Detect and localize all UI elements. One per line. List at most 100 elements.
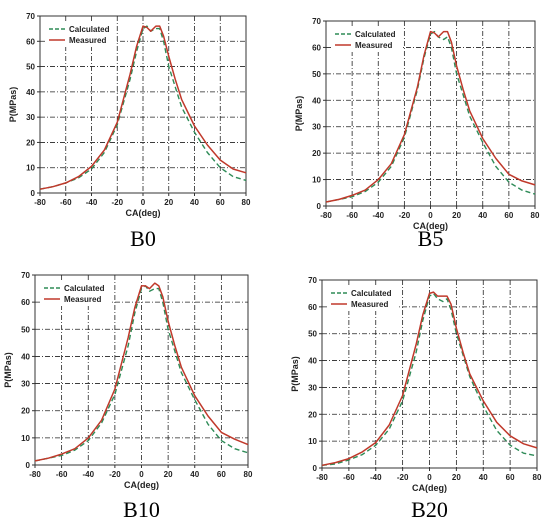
chart-0: -80 -60 -40 -20 0 20 40 60 80 0 10 20 30 40 50 60 70 CA(d… <box>8 12 251 218</box>
x-tick-label: 40 <box>479 473 488 482</box>
y-tick-label: 40 <box>26 88 35 97</box>
y-tick-label: 0 <box>26 461 31 470</box>
x-tick-label: -40 <box>370 473 382 482</box>
x-tick-label: -60 <box>346 211 358 220</box>
x-tick-label: 60 <box>217 470 226 479</box>
y-tick-label: 10 <box>312 176 321 185</box>
y-tick-label: 60 <box>312 43 321 52</box>
chart-1: -80 -60 -40 -20 0 20 40 60 80 0 10 20 30 40 50 60 70 CA(d… <box>294 17 540 231</box>
x-tick-label: 20 <box>452 211 461 220</box>
legend-label-measured: Measured <box>351 300 388 309</box>
legend-box <box>41 280 111 306</box>
x-tick-label: 20 <box>452 473 461 482</box>
y-tick-label: 30 <box>26 113 35 122</box>
x-axis-title: CA(deg) <box>124 480 159 490</box>
x-tick-label: -60 <box>56 470 68 479</box>
legend-box <box>332 26 402 52</box>
x-tick-label: 60 <box>506 473 515 482</box>
y-tick-label: 30 <box>21 380 30 389</box>
legend-box <box>46 21 116 47</box>
legend-label-measured: Measured <box>69 36 106 45</box>
panel-caption: B20 <box>411 497 448 522</box>
y-tick-label: 40 <box>21 352 30 361</box>
y-tick-label: 40 <box>308 357 317 366</box>
series-line-measured <box>321 291 538 467</box>
panel-caption: B0 <box>130 226 156 251</box>
x-tick-label: -20 <box>399 211 411 220</box>
y-tick-label: 60 <box>26 37 35 46</box>
x-axis-title: CA(deg) <box>412 483 447 493</box>
y-tick-label: 0 <box>313 464 318 473</box>
series-line-calculated <box>34 285 249 462</box>
x-tick-label: 20 <box>164 470 173 479</box>
x-tick-label: -40 <box>86 198 98 207</box>
y-tick-label: 10 <box>21 434 30 443</box>
y-tick-label: 10 <box>308 437 317 446</box>
legend-label-calculated: Calculated <box>351 289 392 298</box>
x-tick-label: 80 <box>531 211 540 220</box>
x-tick-label: 0 <box>141 198 146 207</box>
y-tick-label: 30 <box>308 383 317 392</box>
legend-label-calculated: Calculated <box>64 284 105 293</box>
series-line-measured <box>325 30 536 203</box>
series-line-measured <box>39 25 247 190</box>
x-tick-label: -80 <box>320 211 332 220</box>
y-tick-label: 20 <box>312 149 321 158</box>
x-tick-label: 80 <box>533 473 542 482</box>
chart-3: -80 -60 -40 -20 0 20 40 60 80 0 10 20 30 40 50 60 70 CA(d… <box>290 276 542 493</box>
panel-caption: B10 <box>123 497 160 522</box>
panel-caption: B5 <box>417 226 444 251</box>
x-tick-label: 0 <box>428 211 433 220</box>
y-tick-label: 0 <box>31 189 36 198</box>
series-line-measured <box>34 282 249 462</box>
y-tick-label: 20 <box>26 138 35 147</box>
y-tick-label: 50 <box>312 70 321 79</box>
legend: Calculated Measured <box>328 285 398 311</box>
legend-label-measured: Measured <box>64 295 101 304</box>
y-tick-label: 20 <box>21 407 30 416</box>
legend: Calculated Measured <box>46 21 116 47</box>
y-tick-label: 20 <box>308 410 317 419</box>
chart-2: -80 -60 -40 -20 0 20 40 60 80 0 10 20 30 40 50 60 70 CA(d… <box>3 271 253 490</box>
legend-label-calculated: Calculated <box>355 30 396 39</box>
y-tick-label: 60 <box>21 298 30 307</box>
y-tick-label: 50 <box>308 330 317 339</box>
x-tick-label: 60 <box>504 211 513 220</box>
x-tick-label: 60 <box>216 198 225 207</box>
y-tick-label: 70 <box>21 271 30 280</box>
x-tick-label: 40 <box>478 211 487 220</box>
y-tick-label: 70 <box>308 276 317 285</box>
y-tick-label: 70 <box>312 17 321 26</box>
x-tick-label: 20 <box>164 198 173 207</box>
x-tick-label: -80 <box>29 470 41 479</box>
y-tick-label: 50 <box>26 63 35 72</box>
y-tick-label: 30 <box>312 123 321 132</box>
y-tick-label: 0 <box>317 202 322 211</box>
y-axis-title: P(MPas) <box>3 352 13 388</box>
x-tick-label: -60 <box>343 473 355 482</box>
y-axis-title: P(MPas) <box>294 96 304 132</box>
legend-label-calculated: Calculated <box>69 25 110 34</box>
x-tick-label: -20 <box>111 198 123 207</box>
x-tick-label: -60 <box>60 198 72 207</box>
x-axis-title: CA(deg) <box>413 221 448 231</box>
x-tick-label: -80 <box>316 473 328 482</box>
x-tick-label: -80 <box>34 198 46 207</box>
y-tick-label: 40 <box>312 96 321 105</box>
y-axis-title: P(MPas) <box>8 87 18 123</box>
x-tick-label: 0 <box>139 470 144 479</box>
y-tick-label: 60 <box>308 303 317 312</box>
legend: Calculated Measured <box>41 280 111 306</box>
y-tick-label: 50 <box>21 325 30 334</box>
x-tick-label: -20 <box>397 473 409 482</box>
x-axis-title: CA(deg) <box>126 208 161 218</box>
x-tick-label: 40 <box>190 470 199 479</box>
y-tick-label: 10 <box>26 164 35 173</box>
x-tick-label: -20 <box>109 470 121 479</box>
legend-label-measured: Measured <box>355 41 392 50</box>
x-tick-label: -40 <box>82 470 94 479</box>
x-tick-label: 40 <box>190 198 199 207</box>
legend-box <box>328 285 398 311</box>
series-line-calculated <box>321 292 538 466</box>
x-tick-label: 80 <box>244 470 253 479</box>
